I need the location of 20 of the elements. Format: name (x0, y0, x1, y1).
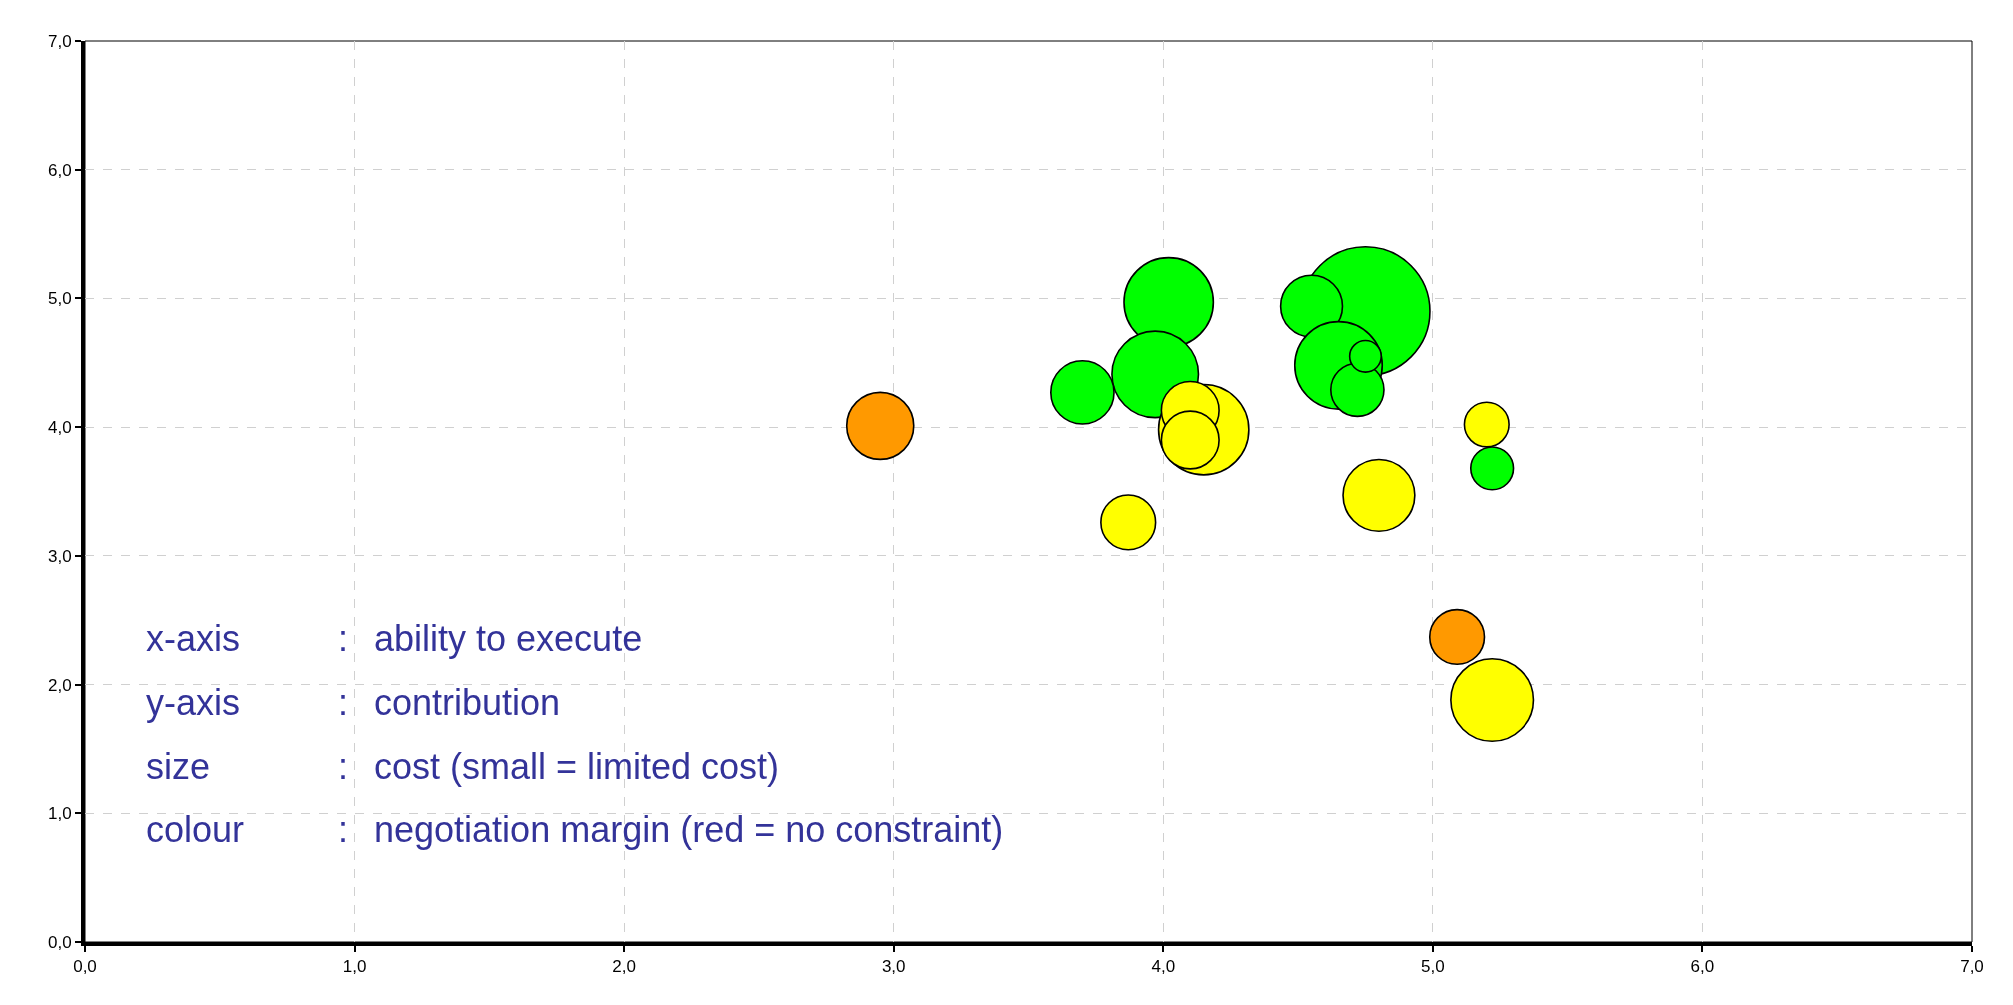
x-tick-label: 6,0 (1690, 957, 1715, 977)
y-tick-label: 3,0 (47, 546, 72, 566)
text: size : cost (small = limited cost) (146, 746, 780, 787)
text: x-axis : ability to execute (146, 618, 643, 659)
y-tick-label: 1,0 (47, 804, 72, 824)
x-tick-label: 4,0 (1151, 957, 1176, 977)
x-tick-label: 1,0 (342, 957, 367, 977)
text: colour : negotiation margin (red = no constraint) (146, 809, 1004, 850)
y-tick-label: 4,0 (47, 418, 72, 438)
y-tick-label: 2,0 (47, 675, 72, 695)
text: y-axis : contribution (146, 682, 561, 723)
x-tick-label: 7,0 (1960, 957, 1984, 977)
x-tick-label: 3,0 (881, 957, 906, 977)
x-tick-label: 5,0 (1421, 957, 1445, 977)
x-tick-label: 2,0 (612, 957, 636, 977)
y-tick-label: 0,0 (47, 932, 72, 952)
x-tick-label: 0,0 (73, 957, 97, 977)
y-tick-label: 6,0 (47, 160, 72, 180)
y-tick-label: 7,0 (47, 31, 72, 51)
y-tick-label: 5,0 (47, 289, 72, 309)
